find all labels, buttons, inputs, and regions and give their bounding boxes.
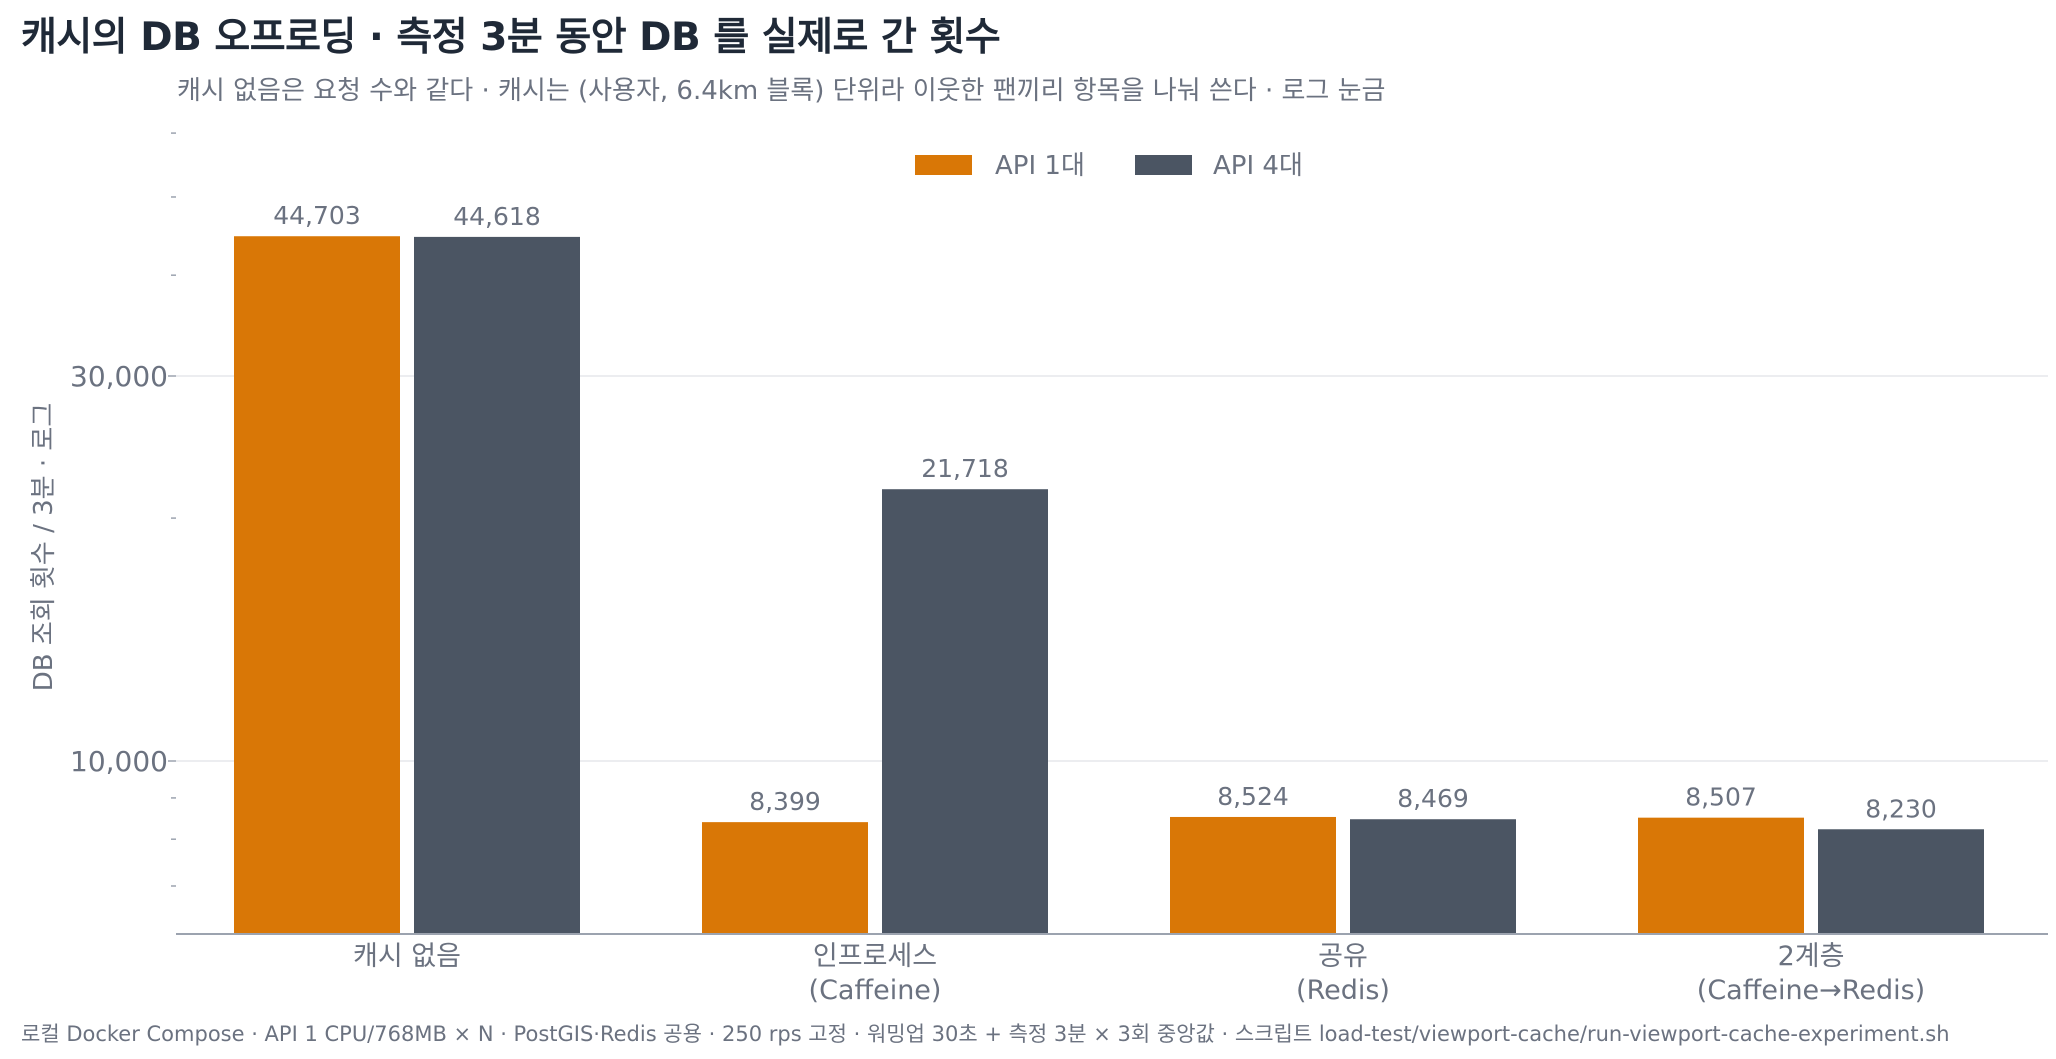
legend-label: API 1대 xyxy=(995,151,1085,181)
bar-api1 xyxy=(234,236,400,935)
x-tick-label: (Caffeine→Redis) xyxy=(1697,975,1925,1006)
bar-api1 xyxy=(1638,817,1804,934)
chart-subtitle: 캐시 없음은 요청 수와 같다 · 캐시는 (사용자, 6.4km 블록) 단위… xyxy=(177,76,1386,106)
y-tick-label: 10,000 xyxy=(70,745,168,778)
chart-footer: 로컬 Docker Compose · API 1 CPU/768MB × N … xyxy=(21,1022,1950,1046)
y-axis-label: DB 조회 횟수 / 3분 · 로그 xyxy=(29,403,59,691)
bar-api1 xyxy=(702,822,868,934)
bar-api4 xyxy=(1818,829,1984,934)
data-label: 44,703 xyxy=(273,201,360,230)
chart-title: 캐시의 DB 오프로딩 · 측정 3분 동안 DB 를 실제로 간 횟수 xyxy=(21,15,1001,60)
data-label: 21,718 xyxy=(921,454,1008,483)
bar-chart: 10,000 30,000 DB 조회 횟수 / 3분 · 로그 44,703 44,6… xyxy=(29,132,2048,1006)
legend-swatch xyxy=(915,155,972,175)
legend-swatch xyxy=(1135,155,1192,175)
data-label: 8,399 xyxy=(749,787,821,816)
x-tick-label: 인프로세스 xyxy=(813,941,937,972)
x-tick-label: (Caffeine) xyxy=(809,975,942,1006)
bar-api4 xyxy=(882,489,1048,934)
x-tick-label: 캐시 없음 xyxy=(353,941,461,972)
bar-api4 xyxy=(1350,819,1516,934)
data-label: 8,524 xyxy=(1217,782,1289,811)
x-tick-label: (Redis) xyxy=(1296,975,1390,1006)
data-label: 8,507 xyxy=(1685,783,1757,812)
data-label: 44,618 xyxy=(453,202,540,231)
legend-label: API 4대 xyxy=(1213,151,1303,181)
x-tick-label: 2계층 xyxy=(1778,941,1845,972)
y-tick-label: 30,000 xyxy=(70,360,168,393)
x-tick-label: 공유 xyxy=(1318,941,1368,972)
data-label: 8,469 xyxy=(1397,784,1469,813)
bar-api1 xyxy=(1170,816,1336,934)
bar-api4 xyxy=(414,236,580,935)
data-label: 8,230 xyxy=(1865,794,1937,823)
